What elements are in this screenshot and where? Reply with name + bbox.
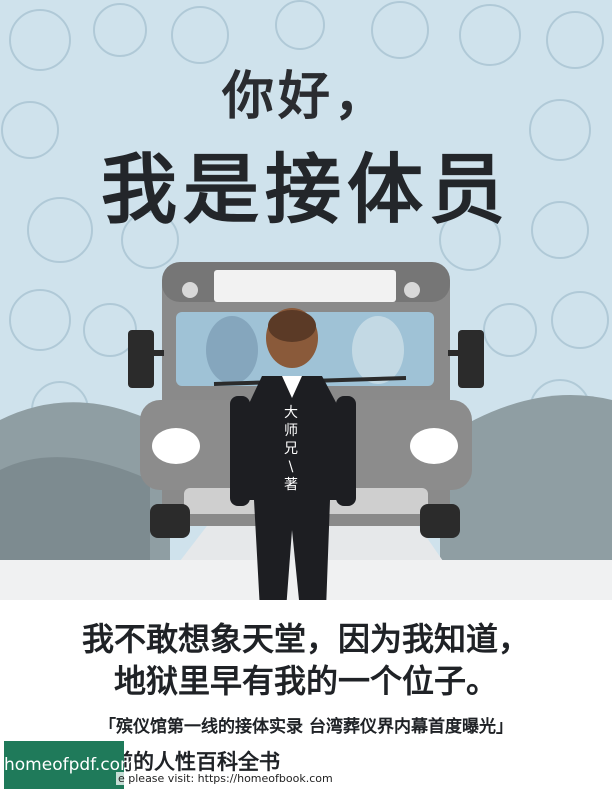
author-char: 师 — [284, 423, 298, 439]
subtitle: 「殡仪馆第一线的接体实录 台湾葬仪界内幕首度曝光」 — [99, 717, 513, 737]
author-char: 著 — [284, 477, 298, 493]
title-line-2: 我是接体员 — [101, 145, 511, 234]
author-char: 兄 — [284, 441, 298, 457]
cover-illustration — [0, 0, 612, 600]
tagline-line-2: 地狱里早有我的一个位子。 — [113, 662, 498, 700]
tagline-line-1: 我不敢想象天堂，因为我知道， — [81, 620, 530, 658]
watermark-text: e please visit: https://homeofbook.com — [116, 772, 335, 785]
watermark-badge[interactable]: homeofpdf.com — [4, 741, 137, 789]
author-char: \ — [288, 459, 294, 475]
description: 前的人性百科全书 — [112, 750, 280, 774]
author-char: 大 — [284, 405, 298, 421]
title-line-1: 你好， — [221, 66, 390, 127]
author-label: 大 师 兄 \ 著 — [276, 404, 306, 494]
